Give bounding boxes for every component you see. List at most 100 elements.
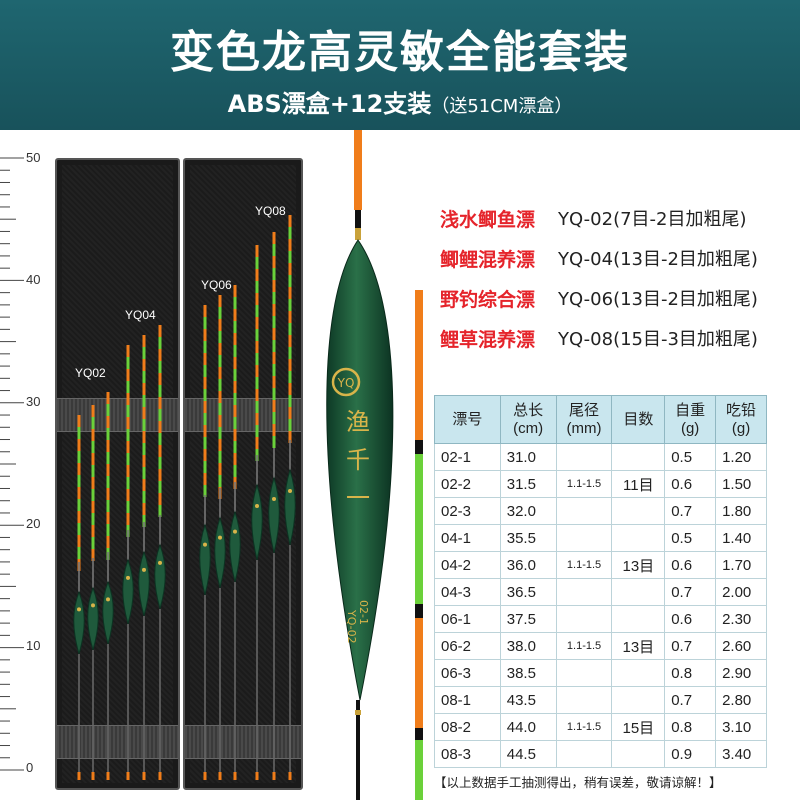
model-code: YQ-08(15目-3目加粗尾) xyxy=(558,329,758,350)
cell-count: 15目 xyxy=(611,713,666,741)
cell-length: 37.5 xyxy=(499,605,557,633)
float-box-left: YQ02 YQ04 xyxy=(55,158,180,790)
cell-id: 06-2 xyxy=(434,632,501,660)
header-banner: 变色龙高灵敏全能套装 ABS漂盒+12支装（送51CM漂盒） xyxy=(0,0,800,130)
cell-diameter xyxy=(555,524,613,552)
cell-id: 06-1 xyxy=(434,605,501,633)
float-brand-char-2: 千 xyxy=(346,446,370,474)
svg-text:YQ: YQ xyxy=(337,376,355,390)
featured-float-image: YQ 渔 千 一 02-1 YQ-02 xyxy=(326,130,394,800)
cell-weight: 0.5 xyxy=(664,524,717,552)
cell-weight: 0.7 xyxy=(664,686,717,714)
model-name: 鲫鲤混养漂 xyxy=(440,248,536,271)
cell-id: 04-3 xyxy=(434,578,501,606)
table-row: 02-3 32.0 0.7 1.80 xyxy=(434,497,767,525)
cell-weight: 0.6 xyxy=(664,605,717,633)
cell-count: 13目 xyxy=(611,632,666,660)
cell-id: 08-2 xyxy=(434,713,501,741)
cell-lead: 2.00 xyxy=(715,578,767,606)
cell-diameter xyxy=(555,740,613,768)
cell-diameter: 1.1-1.5 xyxy=(555,551,613,579)
table-row: 06-1 37.5 0.6 2.30 xyxy=(434,605,767,633)
page-subtitle: ABS漂盒+12支装（送51CM漂盒） xyxy=(0,84,800,119)
float-item xyxy=(102,392,114,780)
cell-length: 32.0 xyxy=(499,497,557,525)
float-item xyxy=(73,415,85,780)
ruler-label: 40 xyxy=(26,272,41,287)
spec-table-body: 02-1 31.0 0.5 1.20 02-2 31.5 1.1-1.5 11目 0.6 1.50… xyxy=(434,443,767,768)
cell-count xyxy=(611,443,666,471)
float-item xyxy=(229,285,241,780)
table-row: 02-2 31.5 1.1-1.5 11目 0.6 1.50 xyxy=(434,470,767,498)
float-item xyxy=(87,405,99,780)
cell-weight: 0.7 xyxy=(664,632,717,660)
box-foam xyxy=(190,165,296,783)
box-clip-band-top xyxy=(57,398,178,432)
list-item: 鲫鲤混养漂 YQ-04(13目-2目加粗尾) xyxy=(440,238,795,278)
table-row: 08-1 43.5 0.7 2.80 xyxy=(434,686,767,714)
cell-count xyxy=(611,659,666,687)
cell-id: 04-1 xyxy=(434,524,501,552)
col-header-length: 总长 (cm) xyxy=(499,395,557,444)
cell-diameter xyxy=(555,686,613,714)
cell-id: 04-2 xyxy=(434,551,501,579)
cell-lead: 2.60 xyxy=(715,632,767,660)
cell-count: 13目 xyxy=(611,551,666,579)
list-item: 浅水鲫鱼漂 YQ-02(7目-2目加粗尾) xyxy=(440,198,795,238)
cell-length: 36.0 xyxy=(499,551,557,579)
ruler-label: 30 xyxy=(26,394,41,409)
list-item: 鲤草混养漂 YQ-08(15目-3目加粗尾) xyxy=(440,318,795,358)
float-item xyxy=(214,295,226,780)
cell-lead: 1.70 xyxy=(715,551,767,579)
float-item xyxy=(284,215,296,780)
cell-length: 35.5 xyxy=(499,524,557,552)
cell-id: 06-3 xyxy=(434,659,501,687)
cell-lead: 2.90 xyxy=(715,659,767,687)
table-row: 04-3 36.5 0.7 2.00 xyxy=(434,578,767,606)
cell-lead: 2.80 xyxy=(715,686,767,714)
cell-lead: 2.30 xyxy=(715,605,767,633)
cell-lead: 1.40 xyxy=(715,524,767,552)
cell-diameter xyxy=(555,497,613,525)
table-row: 06-3 38.5 0.8 2.90 xyxy=(434,659,767,687)
cell-diameter xyxy=(555,659,613,687)
float-set-right xyxy=(199,215,296,780)
table-header-row: 漂号 总长 (cm) 尾径 (mm) 目数 自重 (g) 吃铅 (g) xyxy=(434,395,767,444)
model-name: 野钓综合漂 xyxy=(440,288,536,311)
float-item xyxy=(268,232,280,780)
float-model-text: YQ-02 xyxy=(345,609,358,644)
disclaimer-note: 【以上数据手工抽测得出，稍有误差，敬请谅解！】 xyxy=(434,775,722,790)
float-set-left xyxy=(73,325,166,780)
cell-weight: 0.5 xyxy=(664,443,717,471)
col-header-id: 漂号 xyxy=(434,395,501,444)
ruler-label: 50 xyxy=(26,150,41,165)
cell-count xyxy=(611,524,666,552)
cell-id: 08-1 xyxy=(434,686,501,714)
col-header-diameter: 尾径 (mm) xyxy=(555,395,613,444)
model-code: YQ-06(13目-2目加粗尾) xyxy=(558,289,758,310)
cell-id: 02-1 xyxy=(434,443,501,471)
list-item: 野钓综合漂 YQ-06(13目-2目加粗尾) xyxy=(440,278,795,318)
cell-diameter xyxy=(555,443,613,471)
model-label-yq02: YQ02 xyxy=(75,366,106,380)
cell-lead: 3.40 xyxy=(715,740,767,768)
float-item xyxy=(122,345,134,780)
float-size-text: 02-1 xyxy=(357,600,370,625)
model-code: YQ-04(13目-2目加粗尾) xyxy=(558,249,758,270)
cell-length: 44.5 xyxy=(499,740,557,768)
cell-weight: 0.9 xyxy=(664,740,717,768)
cell-length: 44.0 xyxy=(499,713,557,741)
page-title: 变色龙高灵敏全能套装 xyxy=(170,27,630,78)
cell-count: 11目 xyxy=(611,470,666,498)
cell-weight: 0.7 xyxy=(664,497,717,525)
cell-weight: 0.6 xyxy=(664,470,717,498)
cell-lead: 3.10 xyxy=(715,713,767,741)
col-header-count: 目数 xyxy=(611,395,666,444)
cell-count xyxy=(611,578,666,606)
cell-diameter: 1.1-1.5 xyxy=(555,713,613,741)
col-header-lead: 吃铅 (g) xyxy=(715,395,767,444)
table-row: 08-3 44.5 0.9 3.40 xyxy=(434,740,767,768)
cell-length: 31.5 xyxy=(499,470,557,498)
cell-count xyxy=(611,686,666,714)
col-header-weight: 自重 (g) xyxy=(664,395,717,444)
